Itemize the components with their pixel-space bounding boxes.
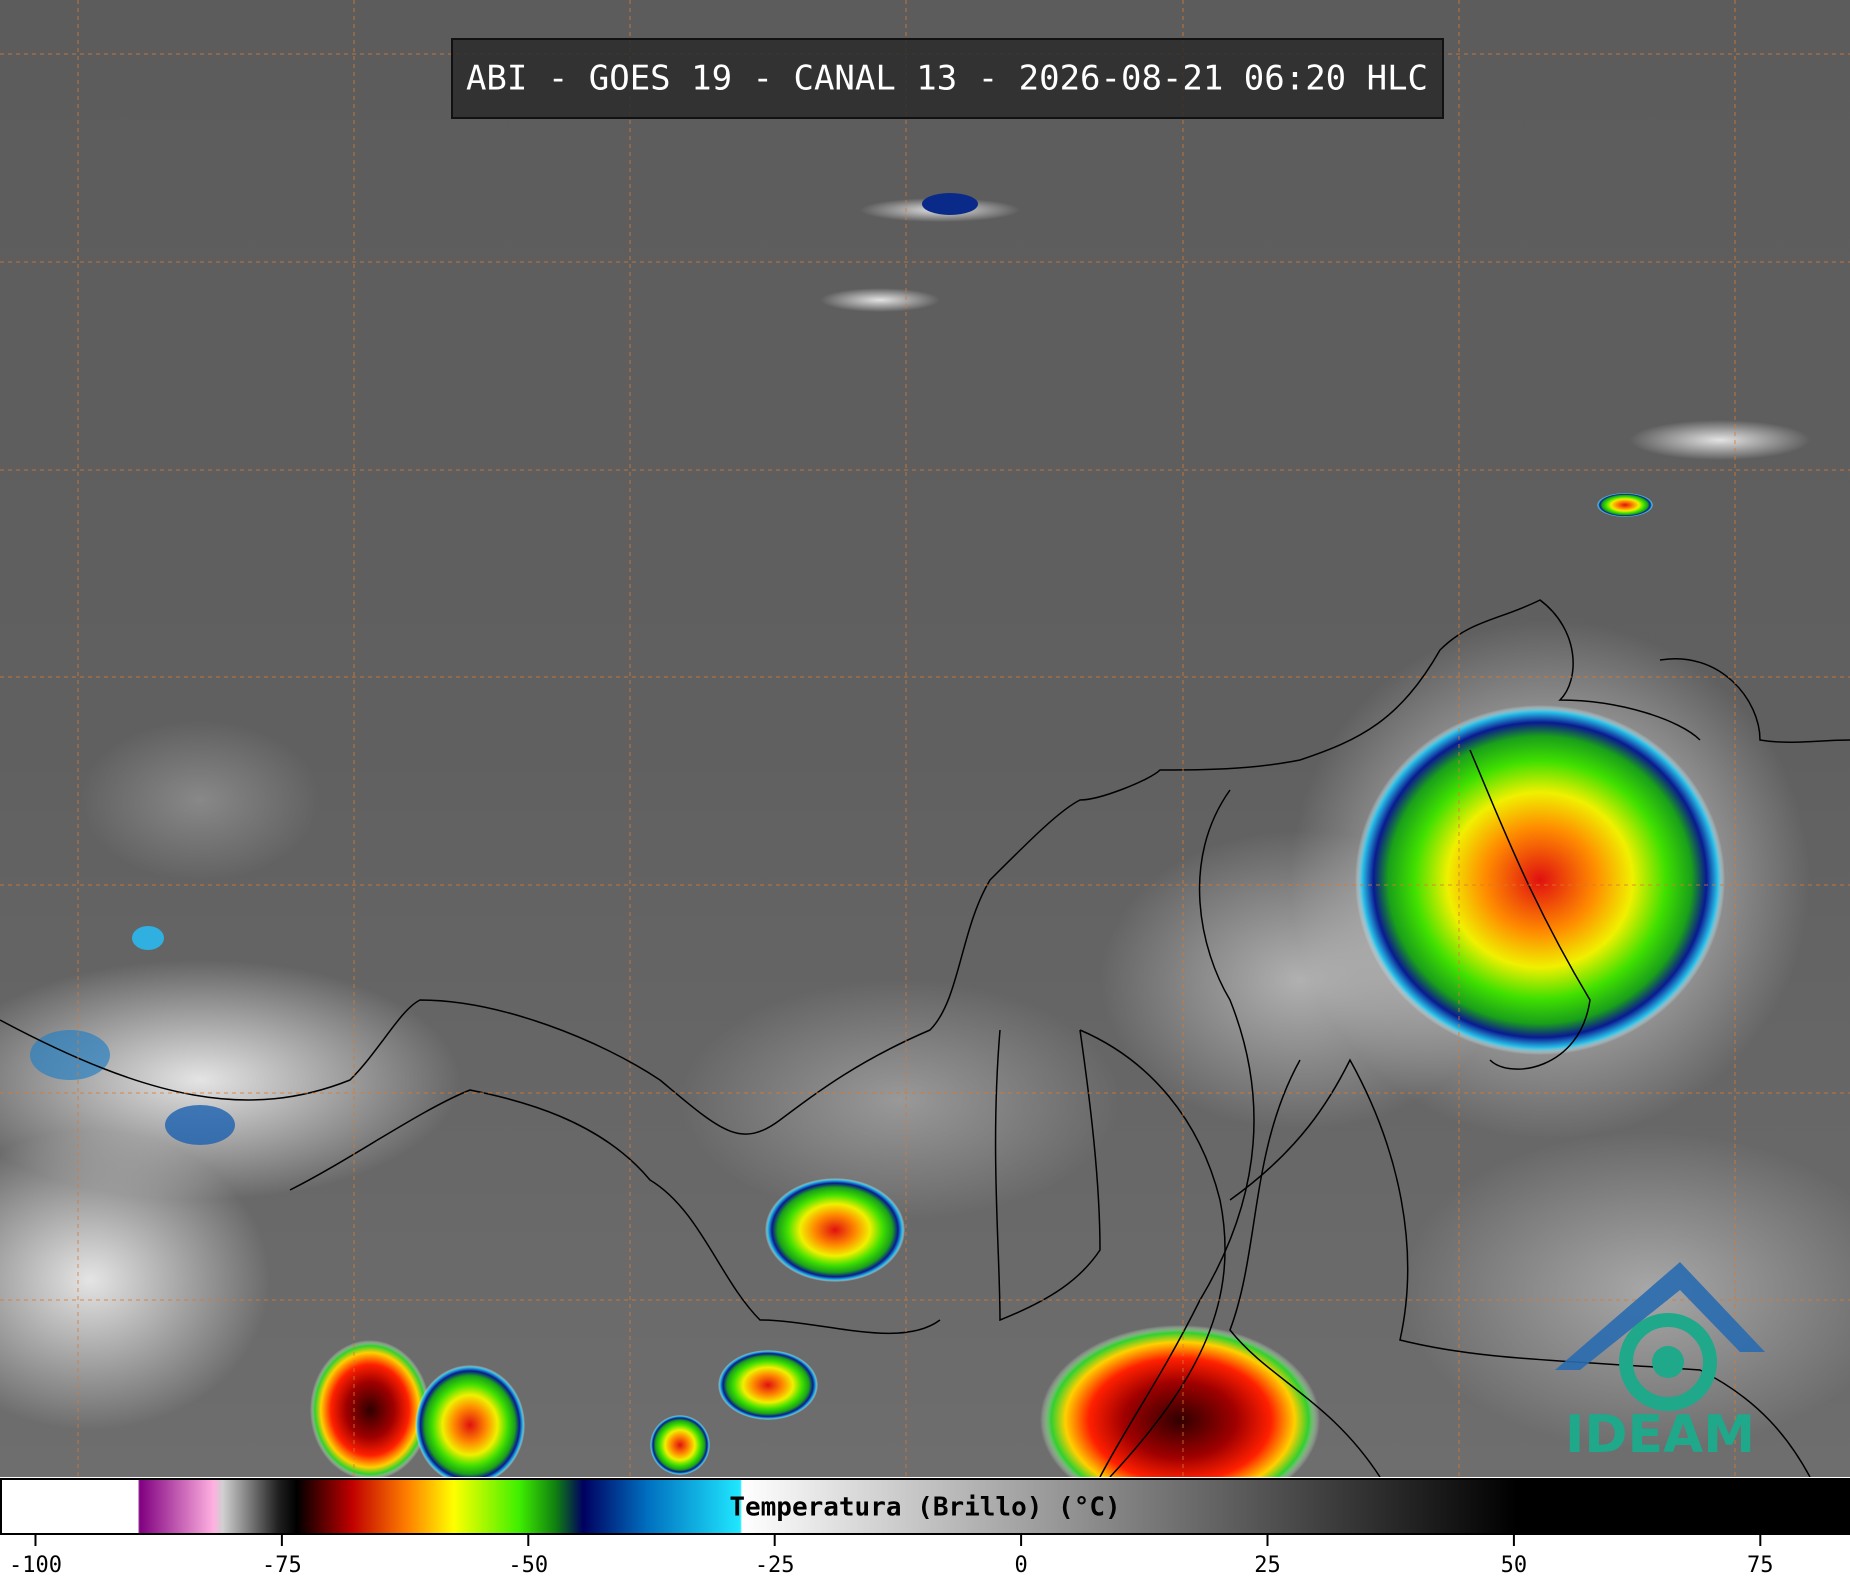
- tick-label: -25: [755, 1553, 795, 1577]
- tick-label: -100: [9, 1553, 62, 1577]
- graticule: [0, 0, 1850, 1477]
- logo: IDEAM: [1555, 1262, 1765, 1465]
- storms: [30, 193, 1725, 1515]
- tick-label: 75: [1747, 1553, 1774, 1577]
- title: ABI - GOES 19 - CANAL 13 - 2026-08-21 06…: [466, 59, 1428, 99]
- tick-label: 25: [1254, 1553, 1281, 1577]
- borders: [0, 599, 1850, 1478]
- tick-label: 50: [1501, 1553, 1528, 1577]
- tick-label: -50: [508, 1553, 548, 1577]
- colorbar: [0, 1478, 1850, 1535]
- tick-label: -75: [262, 1553, 302, 1577]
- title-box: [451, 38, 1444, 119]
- tick-label: 0: [1014, 1553, 1027, 1577]
- colorbar-ticks: -100 -75 -50 -25 0 25 50 75: [9, 1534, 1774, 1577]
- logo-text: IDEAM: [1565, 1405, 1755, 1465]
- colorbar-label: Temperatura (Brillo) (°C): [729, 1493, 1120, 1523]
